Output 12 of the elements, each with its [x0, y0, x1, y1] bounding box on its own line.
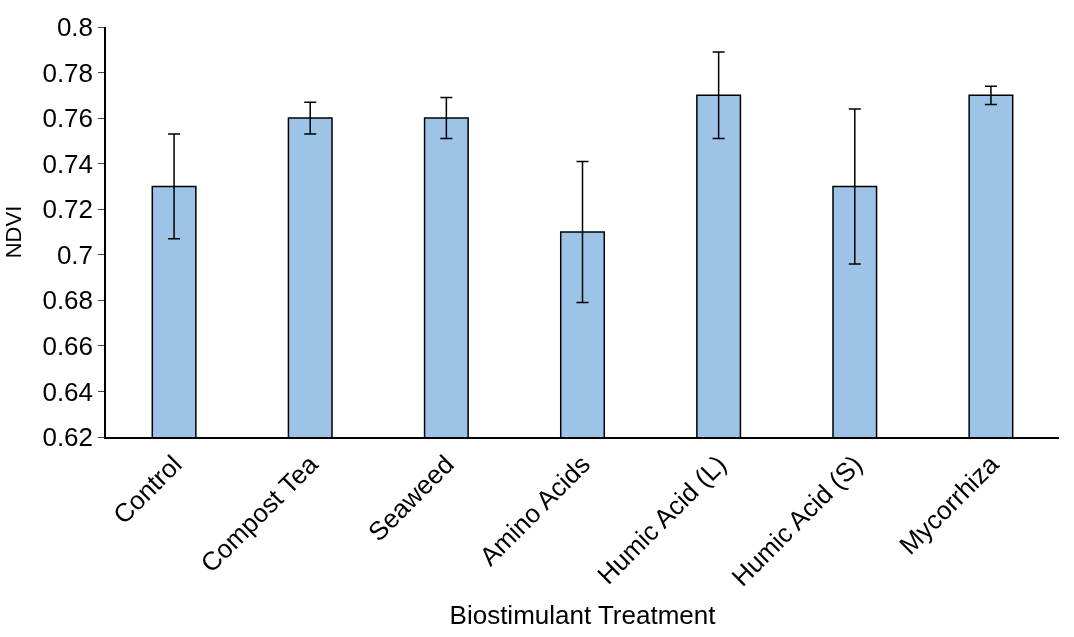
y-tick-label: 0.62: [42, 422, 94, 453]
y-tick-label: 0.64: [42, 376, 94, 407]
y-tick-label: 0.68: [42, 285, 94, 316]
y-tick-label: 0.76: [42, 103, 94, 134]
y-tick-label: 0.7: [56, 239, 94, 270]
y-tick-label: 0.66: [42, 330, 94, 361]
y-tick-label: 0.74: [42, 148, 94, 179]
y-axis-title: NDVI: [0, 205, 26, 259]
y-tick-label: 0.72: [42, 194, 94, 225]
x-axis-title: Biostimulant Treatment: [449, 600, 717, 631]
y-tick-label: 0.8: [56, 12, 94, 43]
y-tick-label: 0.78: [42, 57, 94, 88]
